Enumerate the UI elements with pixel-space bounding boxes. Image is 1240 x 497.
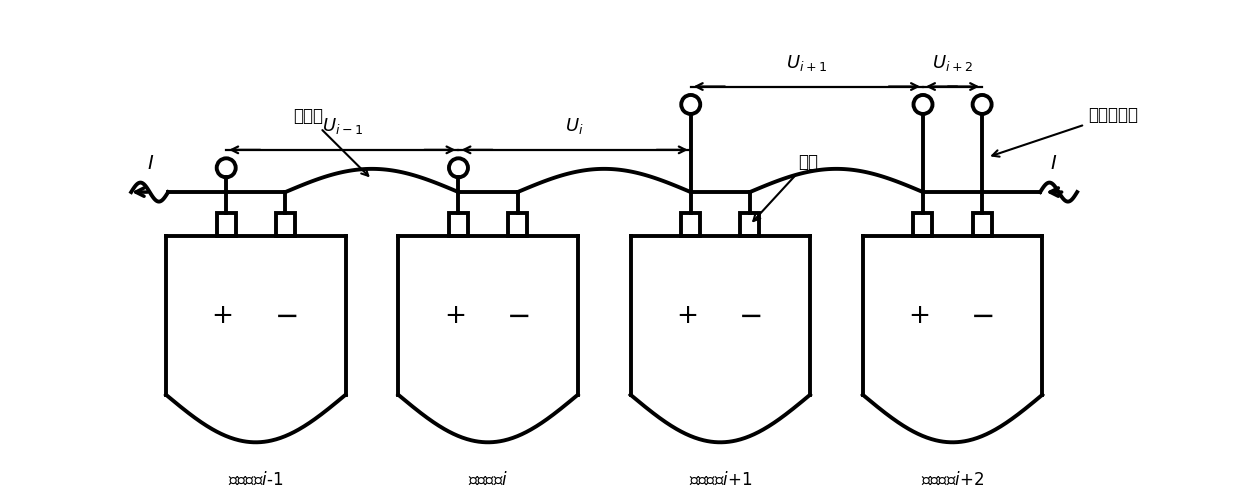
Circle shape	[449, 159, 467, 177]
Text: $U_{i+2}$: $U_{i+2}$	[932, 53, 973, 73]
Polygon shape	[681, 213, 701, 237]
Text: $-$: $-$	[738, 301, 761, 330]
Text: 电池单体$i$: 电池单体$i$	[467, 471, 508, 489]
Polygon shape	[740, 213, 759, 237]
Text: $-$: $-$	[506, 301, 529, 330]
Text: 电池单体$i$+1: 电池单体$i$+1	[688, 471, 751, 489]
Text: 电池单体$i$-1: 电池单体$i$-1	[228, 471, 284, 489]
Text: $-$: $-$	[971, 301, 993, 330]
Circle shape	[972, 95, 992, 114]
Circle shape	[914, 95, 932, 114]
Text: 电池单体$i$+2: 电池单体$i$+2	[921, 471, 985, 489]
Polygon shape	[217, 213, 236, 237]
Text: $+$: $+$	[908, 303, 930, 328]
Text: $+$: $+$	[211, 303, 233, 328]
Text: $+$: $+$	[676, 303, 697, 328]
Polygon shape	[914, 213, 932, 237]
Text: $U_{i-1}$: $U_{i-1}$	[322, 116, 363, 136]
Text: 连接件: 连接件	[294, 107, 368, 176]
Text: $U_{i+1}$: $U_{i+1}$	[786, 53, 827, 73]
Text: 电极: 电极	[754, 153, 818, 221]
Text: $I$: $I$	[1050, 155, 1058, 173]
Polygon shape	[972, 213, 992, 237]
Circle shape	[681, 95, 701, 114]
Polygon shape	[275, 213, 295, 237]
Circle shape	[217, 159, 236, 177]
Polygon shape	[449, 213, 467, 237]
Text: $I$: $I$	[146, 155, 154, 173]
Text: $U_i$: $U_i$	[565, 116, 584, 136]
Text: 电压测量线: 电压测量线	[992, 106, 1137, 157]
Text: $-$: $-$	[274, 301, 298, 330]
Text: $+$: $+$	[444, 303, 465, 328]
Polygon shape	[508, 213, 527, 237]
